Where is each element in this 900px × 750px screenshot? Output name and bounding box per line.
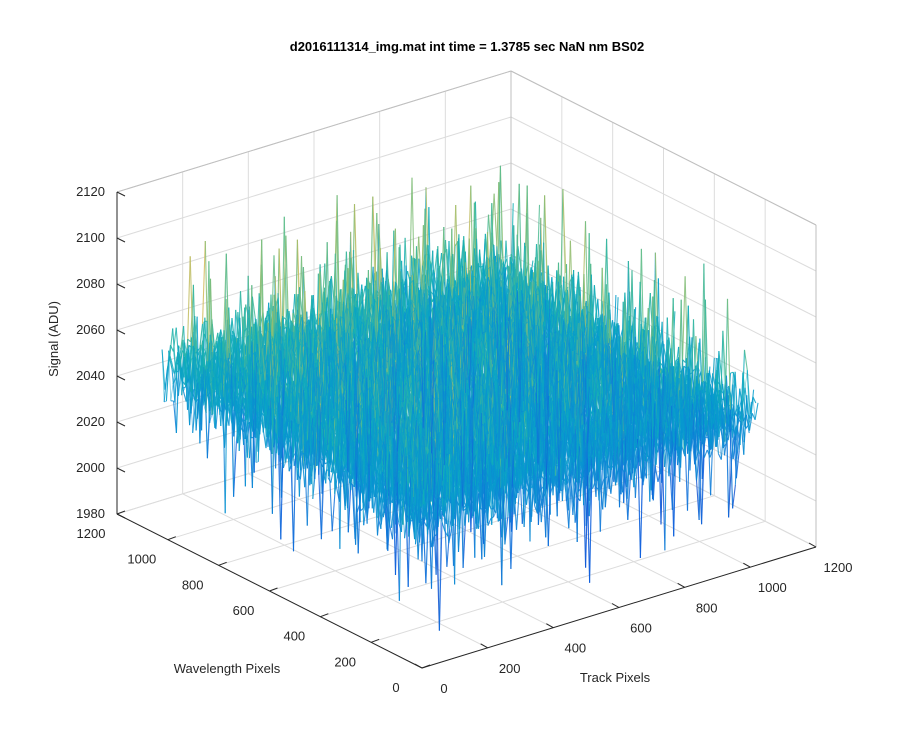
surface-edge — [194, 356, 199, 377]
surface-edge — [444, 239, 449, 284]
surface-edge — [201, 240, 206, 324]
box-edge — [510, 70, 817, 226]
surface-edge — [171, 369, 176, 403]
surface-edge — [211, 319, 216, 350]
surface-edge — [180, 326, 185, 350]
surface-edge — [172, 328, 177, 369]
back-wall-grid-line — [116, 116, 512, 239]
side-wall-grid-line — [510, 116, 817, 272]
surface-edge — [163, 369, 168, 403]
surface-edge — [182, 390, 187, 402]
surface-edge — [493, 193, 498, 247]
surface-edge — [186, 256, 191, 349]
floor-grid-line — [320, 495, 715, 618]
surface-edge — [178, 350, 183, 370]
surface-edge — [177, 349, 182, 372]
box-edge — [116, 70, 512, 193]
side-wall-grid-line — [510, 162, 817, 318]
surface-edge — [214, 332, 219, 346]
back-wall-grid-line — [116, 208, 512, 331]
surface-layer — [161, 165, 759, 631]
floor-grid-line — [371, 520, 766, 643]
surface-edge — [169, 328, 174, 356]
back-wall-grid-line — [116, 162, 512, 285]
surface-edge — [170, 360, 175, 374]
